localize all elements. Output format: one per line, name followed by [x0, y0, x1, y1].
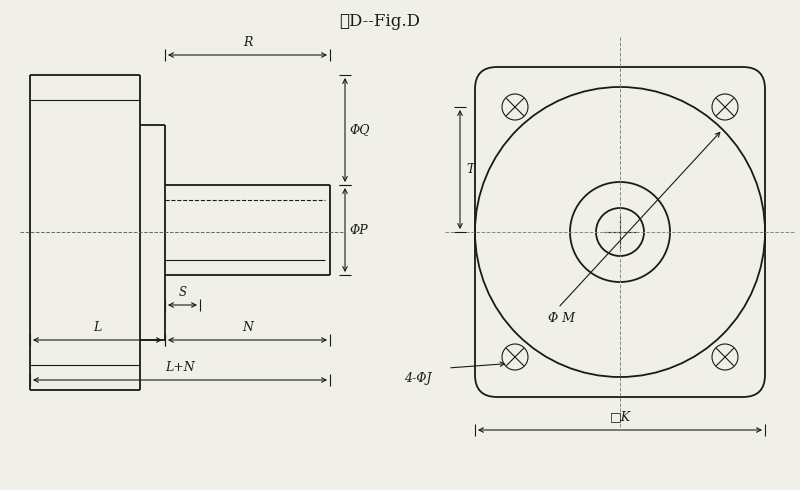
Text: T: T — [466, 163, 474, 176]
Text: Φ M: Φ M — [548, 312, 575, 324]
Text: ΦQ: ΦQ — [349, 123, 370, 137]
Text: L+N: L+N — [165, 361, 195, 374]
Text: R: R — [243, 36, 252, 49]
Text: S: S — [178, 286, 186, 299]
Text: N: N — [242, 321, 253, 334]
Text: 4-ΦJ: 4-ΦJ — [404, 371, 432, 385]
Text: L: L — [94, 321, 102, 334]
Text: 图D--Fig.D: 图D--Fig.D — [339, 14, 421, 30]
Text: ΦP: ΦP — [349, 223, 368, 237]
Text: □K: □K — [610, 410, 630, 423]
